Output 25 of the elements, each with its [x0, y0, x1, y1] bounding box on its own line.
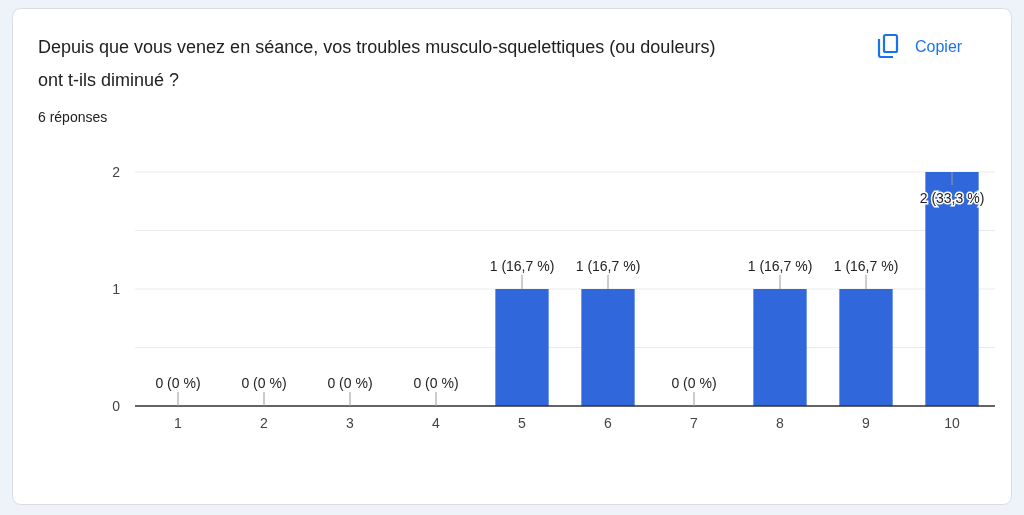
chart-title: Depuis que vous venez en séance, vos troubles musculo-squelettiques (ou douleurs) ont t-ils diminué ?: [38, 37, 716, 90]
y-tick-label: 0: [112, 397, 121, 414]
text: Copier: [915, 38, 963, 55]
x-tick-label: 7: [690, 415, 699, 431]
data-label: 1 (16,7 %): [575, 258, 641, 274]
data-label: 0 (0 %): [327, 375, 373, 391]
x-tick-label: 8: [776, 415, 785, 431]
y-tick-label: 1: [112, 280, 121, 297]
x-tick-label: 10: [944, 415, 960, 431]
y-tick-label: 2: [112, 163, 121, 180]
data-label: 1 (16,7 %): [489, 258, 555, 274]
x-tick-label: 4: [432, 415, 441, 431]
x-tick-label: 3: [346, 415, 355, 431]
data-label: 0 (0 %): [155, 375, 201, 391]
data-label: 1 (16,7 %): [747, 258, 813, 274]
data-label: 0 (0 %): [671, 375, 717, 391]
data-label: 0 (0 %): [241, 375, 287, 391]
x-tick-label: 2: [260, 415, 269, 431]
data-label: 0 (0 %): [413, 375, 459, 391]
x-tick-label: 9: [862, 415, 871, 431]
x-tick-label: 5: [518, 415, 527, 431]
data-label: 1 (16,7 %): [833, 258, 899, 274]
x-tick-label: 1: [174, 415, 183, 431]
chart-subtitle: 6 réponses: [38, 109, 108, 125]
x-tick-label: 6: [604, 415, 613, 431]
